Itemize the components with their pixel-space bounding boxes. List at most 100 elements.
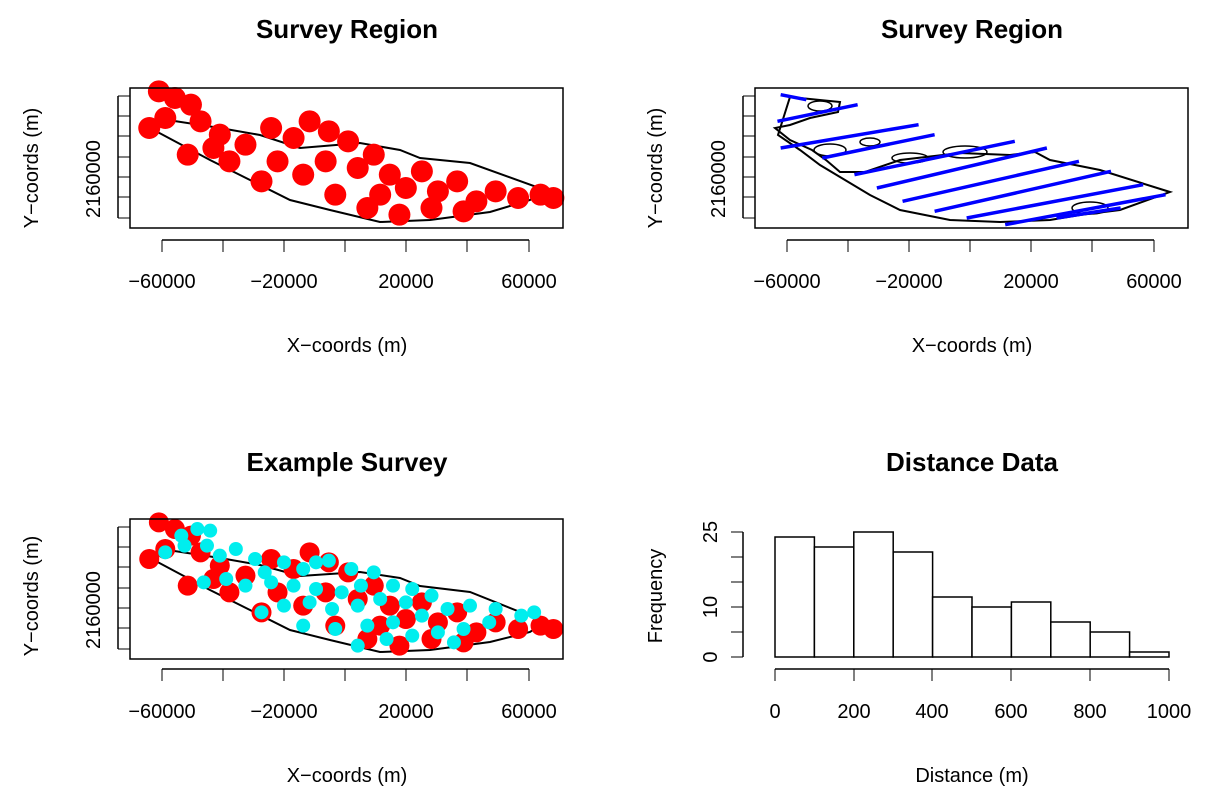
plot-frame	[129, 87, 564, 229]
data-point	[426, 180, 449, 203]
data-point	[260, 117, 283, 139]
detection-point	[373, 592, 388, 606]
plot-frame	[754, 87, 1189, 229]
x-axis: 0 200 400 600 800 1000	[769, 668, 1192, 723]
data-point	[261, 549, 282, 569]
detection-point	[430, 625, 445, 640]
data-point	[389, 635, 410, 656]
detection-point	[456, 622, 471, 636]
detection-point	[158, 545, 173, 560]
panel-survey-region-points: Survey Region X−coords (m) Y−coords (m) …	[21, 14, 565, 357]
transect-line	[854, 139, 1016, 177]
data-point	[138, 117, 161, 139]
data-point	[317, 120, 340, 143]
detection-point	[264, 575, 279, 590]
detection-point	[446, 635, 461, 650]
y-tick-label: 25	[700, 521, 722, 543]
detection-point	[405, 582, 420, 596]
x-axis: −60000 −20000 20000 60000	[128, 239, 557, 293]
data-point	[452, 200, 475, 223]
detection-point	[321, 553, 336, 568]
detection-point	[350, 638, 365, 653]
detection-point	[325, 602, 340, 616]
data-point	[410, 160, 433, 183]
histogram-bar	[1128, 651, 1170, 658]
detection-point	[203, 523, 218, 538]
histogram-bar	[1050, 621, 1091, 658]
data-point	[218, 150, 241, 173]
x-axis-label: Distance (m)	[915, 765, 1028, 787]
data-point	[314, 150, 337, 173]
island	[942, 145, 988, 159]
x-tick-label: 20000	[378, 271, 434, 293]
data-point	[250, 170, 273, 193]
chart-title: Survey Region	[256, 14, 438, 44]
x-tick-label: −20000	[875, 271, 942, 293]
data-point	[337, 130, 360, 153]
transect-line	[780, 122, 919, 150]
islands	[807, 100, 1109, 215]
transect-line	[876, 146, 1048, 190]
transect-line	[777, 102, 858, 124]
data-point	[176, 143, 199, 166]
detection-point	[190, 522, 205, 536]
x-tick-label: 600	[994, 701, 1027, 723]
detection-point	[199, 538, 214, 553]
data-point	[446, 170, 469, 193]
y-tick-label: 10	[700, 596, 722, 618]
x-axis-label: X−coords (m)	[912, 335, 1033, 357]
points-group	[139, 512, 564, 656]
detection-point	[386, 578, 401, 593]
detection-point	[276, 598, 291, 613]
x-tick-label: 400	[915, 701, 948, 723]
detection-point	[414, 608, 429, 623]
y-axis-label: Frequency	[645, 549, 667, 644]
data-point	[266, 150, 289, 173]
data-point	[370, 615, 391, 636]
detection-point	[177, 538, 192, 553]
transect-line	[1004, 192, 1166, 227]
x-axis: −60000 −20000 20000 60000	[128, 668, 557, 723]
x-axis-label: X−coords (m)	[287, 765, 408, 787]
x-tick-label: −20000	[250, 701, 317, 723]
data-point	[154, 107, 177, 129]
detection-point	[254, 605, 269, 620]
chart-title: Distance Data	[886, 447, 1058, 477]
detection-point	[228, 542, 243, 556]
detection-point	[386, 615, 401, 630]
data-point	[346, 157, 369, 179]
data-point	[148, 512, 169, 533]
detection-point	[424, 588, 439, 603]
transect-line	[934, 169, 1112, 214]
chart-title: Example Survey	[247, 447, 448, 477]
data-point	[179, 93, 202, 116]
y-axis-label: Y−coords (m)	[21, 108, 43, 229]
x-tick-label: 200	[837, 701, 870, 723]
detection-point	[196, 575, 211, 590]
detection-point	[296, 618, 311, 633]
detection-point	[238, 578, 253, 593]
panel-survey-region-transects: Survey Region X−coords (m) Y−coords (m) …	[645, 14, 1189, 357]
y-axis: 0 10 25	[700, 521, 744, 663]
detection-point	[353, 578, 368, 593]
detection-point	[462, 598, 477, 613]
detection-point	[302, 595, 317, 610]
transects-group	[777, 92, 1166, 227]
x-tick-label: 1000	[1147, 701, 1192, 723]
detection-point	[398, 595, 413, 610]
x-tick-label: 0	[769, 701, 780, 723]
transect-line	[966, 182, 1144, 220]
detection-point	[350, 598, 365, 613]
histogram-bar	[892, 551, 934, 658]
x-tick-label: −20000	[250, 271, 317, 293]
x-tick-label: 20000	[1003, 271, 1059, 293]
histogram-bar	[853, 531, 894, 658]
x-tick-label: −60000	[128, 271, 195, 293]
region-outline	[772, 95, 1174, 224]
x-tick-label: 800	[1073, 701, 1106, 723]
data-point	[139, 549, 160, 569]
histogram-bar	[774, 536, 816, 658]
bars-group	[774, 531, 1170, 658]
detection-point	[296, 562, 311, 576]
